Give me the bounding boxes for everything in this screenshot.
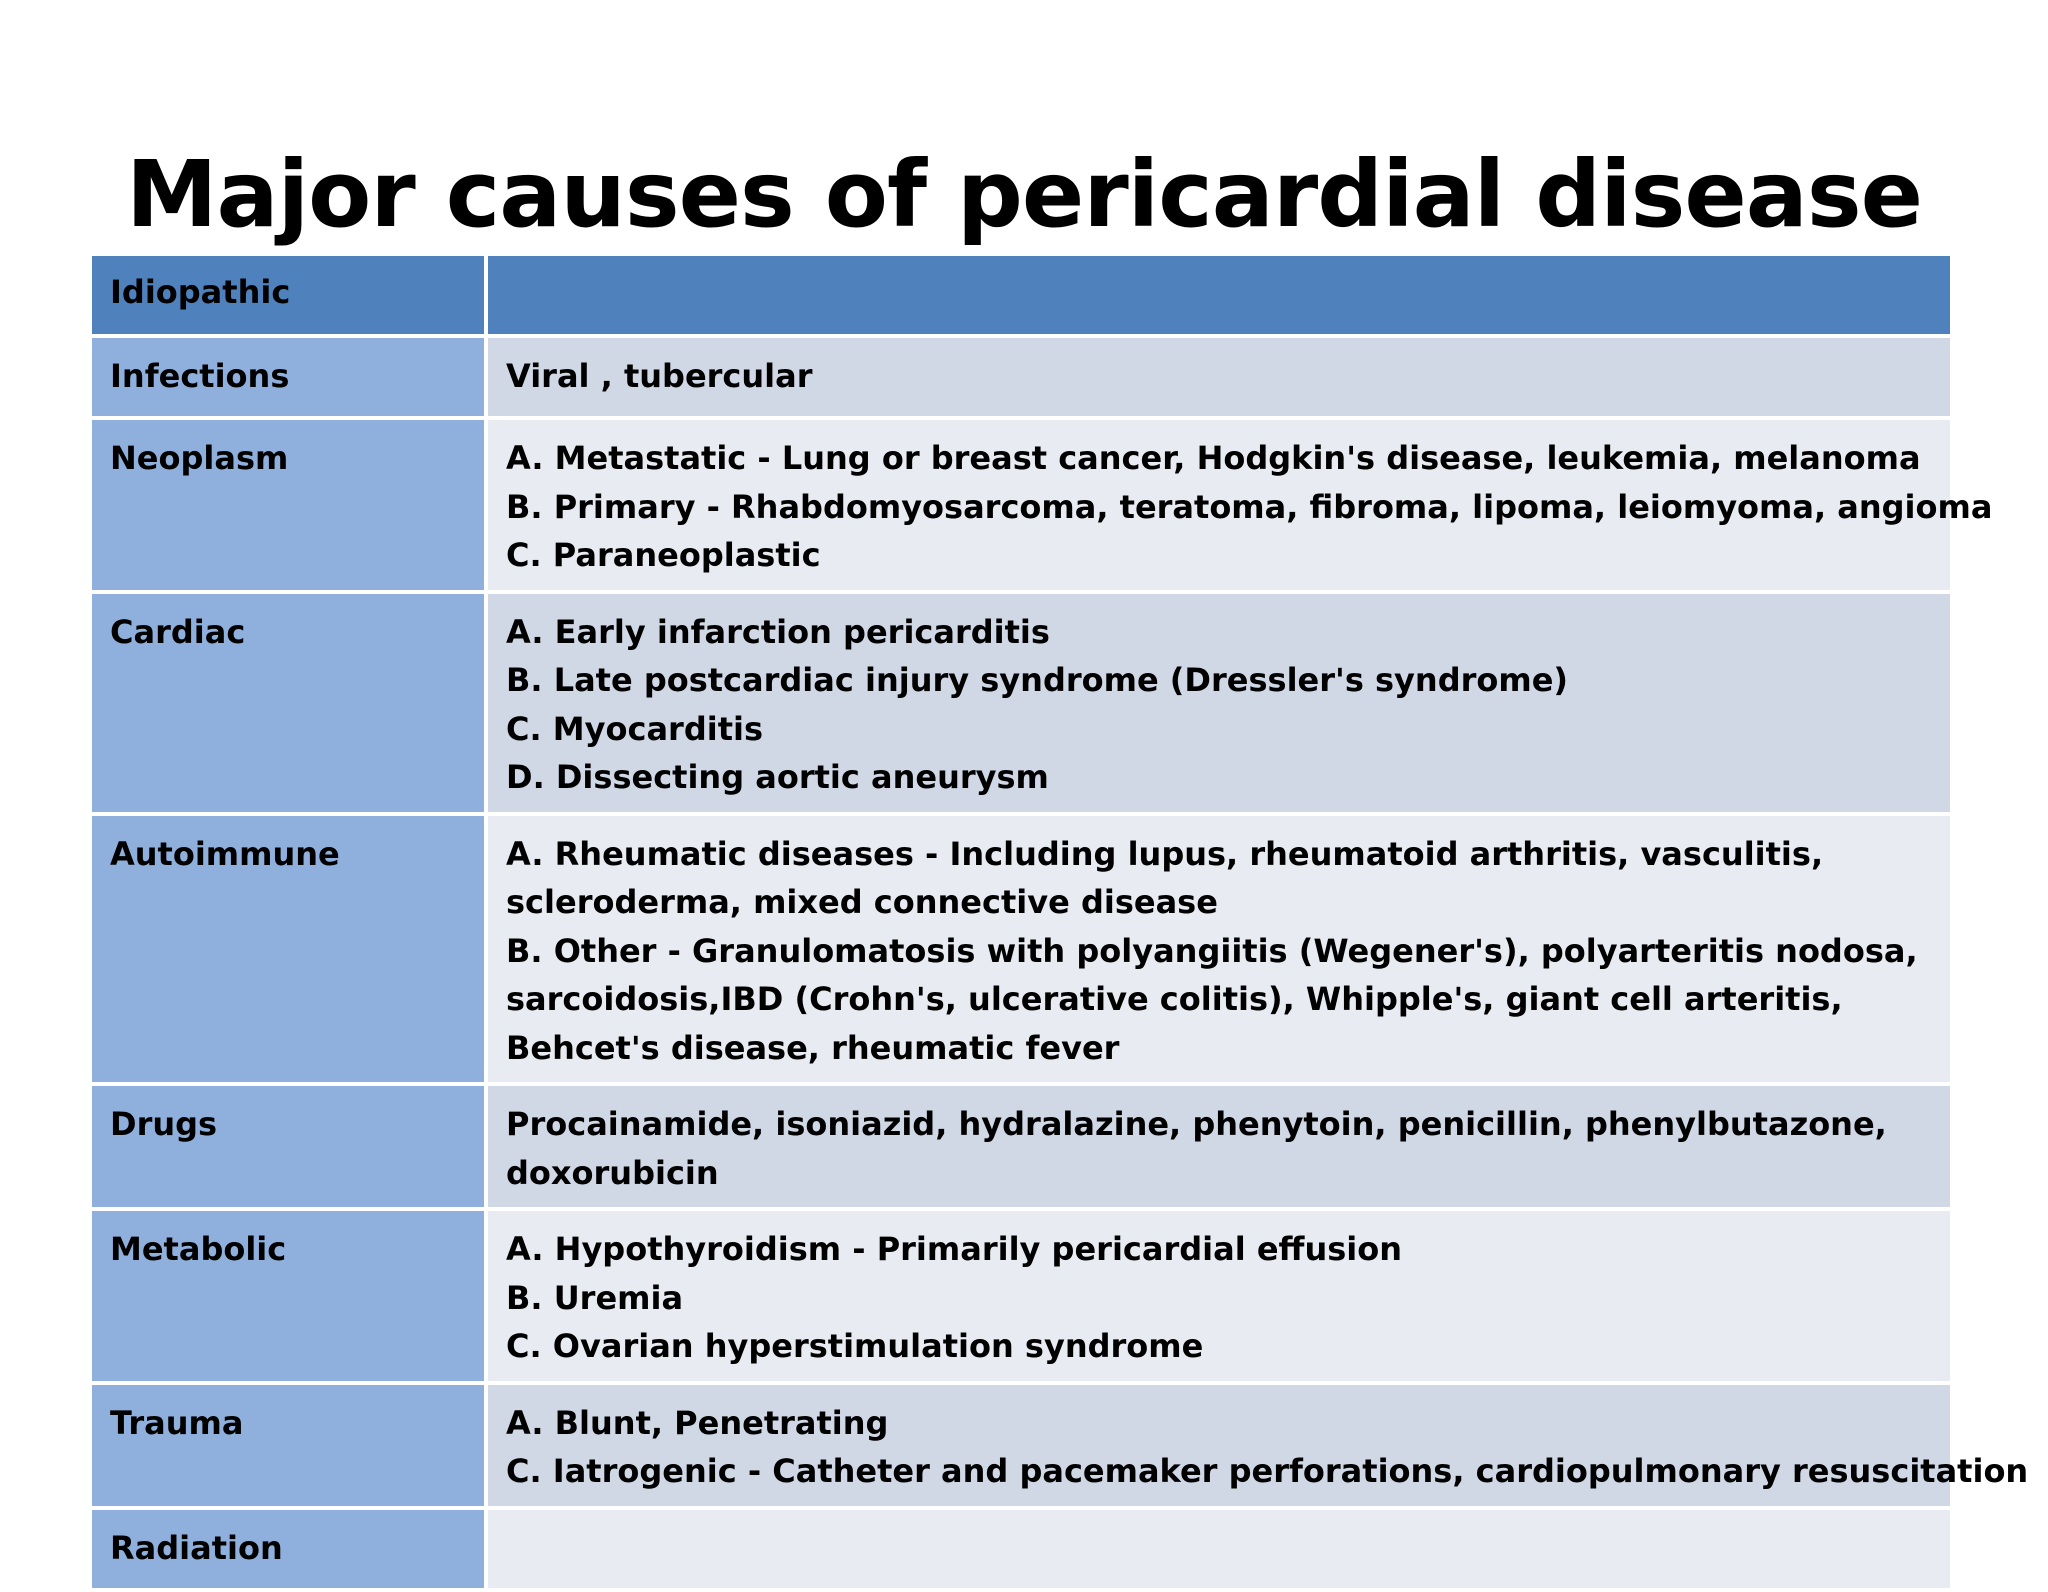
cause-label: Metabolic [88, 1207, 488, 1385]
detail-line: A. Hypothyroidism - Primarily pericardia… [506, 1230, 1403, 1268]
detail-line: B. Other - Granulomatosis with polyangii… [506, 931, 1918, 1067]
cause-label: Drugs [88, 1082, 488, 1211]
detail-line: C. Paraneoplastic [506, 536, 821, 574]
cause-label: Cardiac [88, 589, 488, 816]
detail-line: B. Late postcardiac injury syndrome (Dre… [506, 661, 1569, 699]
detail-line: B. Uremia [506, 1278, 684, 1317]
cause-details: A. Metastatic - Lung or breast cancer, H… [484, 416, 1993, 594]
detail-line: C. Myocarditis [506, 709, 763, 748]
cause-label: Radiation [88, 1505, 488, 1592]
cause-details: A. Hypothyroidism - Primarily pericardia… [484, 1207, 1954, 1385]
cause-details: Procainamide, isoniazid, hydralazine, ph… [484, 1082, 1954, 1211]
cause-details [484, 252, 1954, 338]
cause-label: Trauma [88, 1380, 488, 1510]
table-row-trauma: Trauma A. Blunt, Penetrating C. Iatrogen… [88, 1380, 2029, 1510]
detail-line: Viral , tubercular [506, 357, 813, 395]
table-row-idiopathic: Idiopathic [88, 252, 1954, 338]
detail-line: A. Rheumatic diseases - Including lupus,… [506, 834, 1824, 922]
cause-details: Viral , tubercular [484, 334, 1954, 420]
cause-details [484, 1505, 1954, 1592]
detail-line: Procainamide, isoniazid, hydralazine, ph… [506, 1105, 1887, 1192]
detail-line: A. Early infarction pericarditis [506, 612, 1050, 651]
detail-line: C. Iatrogenic - Catheter and pacemaker p… [506, 1452, 2029, 1490]
cause-details: A. Rheumatic diseases - Including lupus,… [484, 811, 1954, 1086]
slide-title: Major causes of pericardial disease [125, 141, 1923, 248]
table-row-infections: Infections Viral , tubercular [88, 334, 1954, 420]
table-row-radiation: Radiation [88, 1505, 1954, 1592]
cause-label: Idiopathic [88, 252, 488, 338]
table-row-drugs: Drugs Procainamide, isoniazid, hydralazi… [88, 1082, 1954, 1211]
detail-line: C. Ovarian hyperstimulation syndrome [506, 1327, 1204, 1365]
detail-line: A. Blunt, Penetrating [506, 1403, 889, 1442]
cause-label: Autoimmune [88, 811, 488, 1086]
detail-line: D. Dissecting aortic aneurysm [506, 758, 1049, 796]
table-row-metabolic: Metabolic A. Hypothyroidism - Primarily … [88, 1207, 1954, 1385]
cause-label: Infections [88, 334, 488, 420]
cause-details: A. Early infarction pericarditis B. Late… [484, 589, 1954, 816]
table-row-autoimmune: Autoimmune A. Rheumatic diseases - Inclu… [88, 811, 1954, 1086]
cause-label: Neoplasm [88, 416, 488, 594]
detail-line: A. Metastatic - Lung or breast cancer, H… [506, 439, 1921, 477]
table-row-neoplasm: Neoplasm A. Metastatic - Lung or breast … [88, 416, 1993, 594]
cause-details: A. Blunt, Penetrating C. Iatrogenic - Ca… [484, 1380, 2029, 1510]
detail-line: B. Primary - Rhabdomyosarcoma, teratoma,… [506, 487, 1993, 526]
causes-table: Idiopathic Infections Viral , tubercular… [88, 252, 2029, 1592]
table-row-cardiac: Cardiac A. Early infarction pericarditis… [88, 589, 1954, 816]
